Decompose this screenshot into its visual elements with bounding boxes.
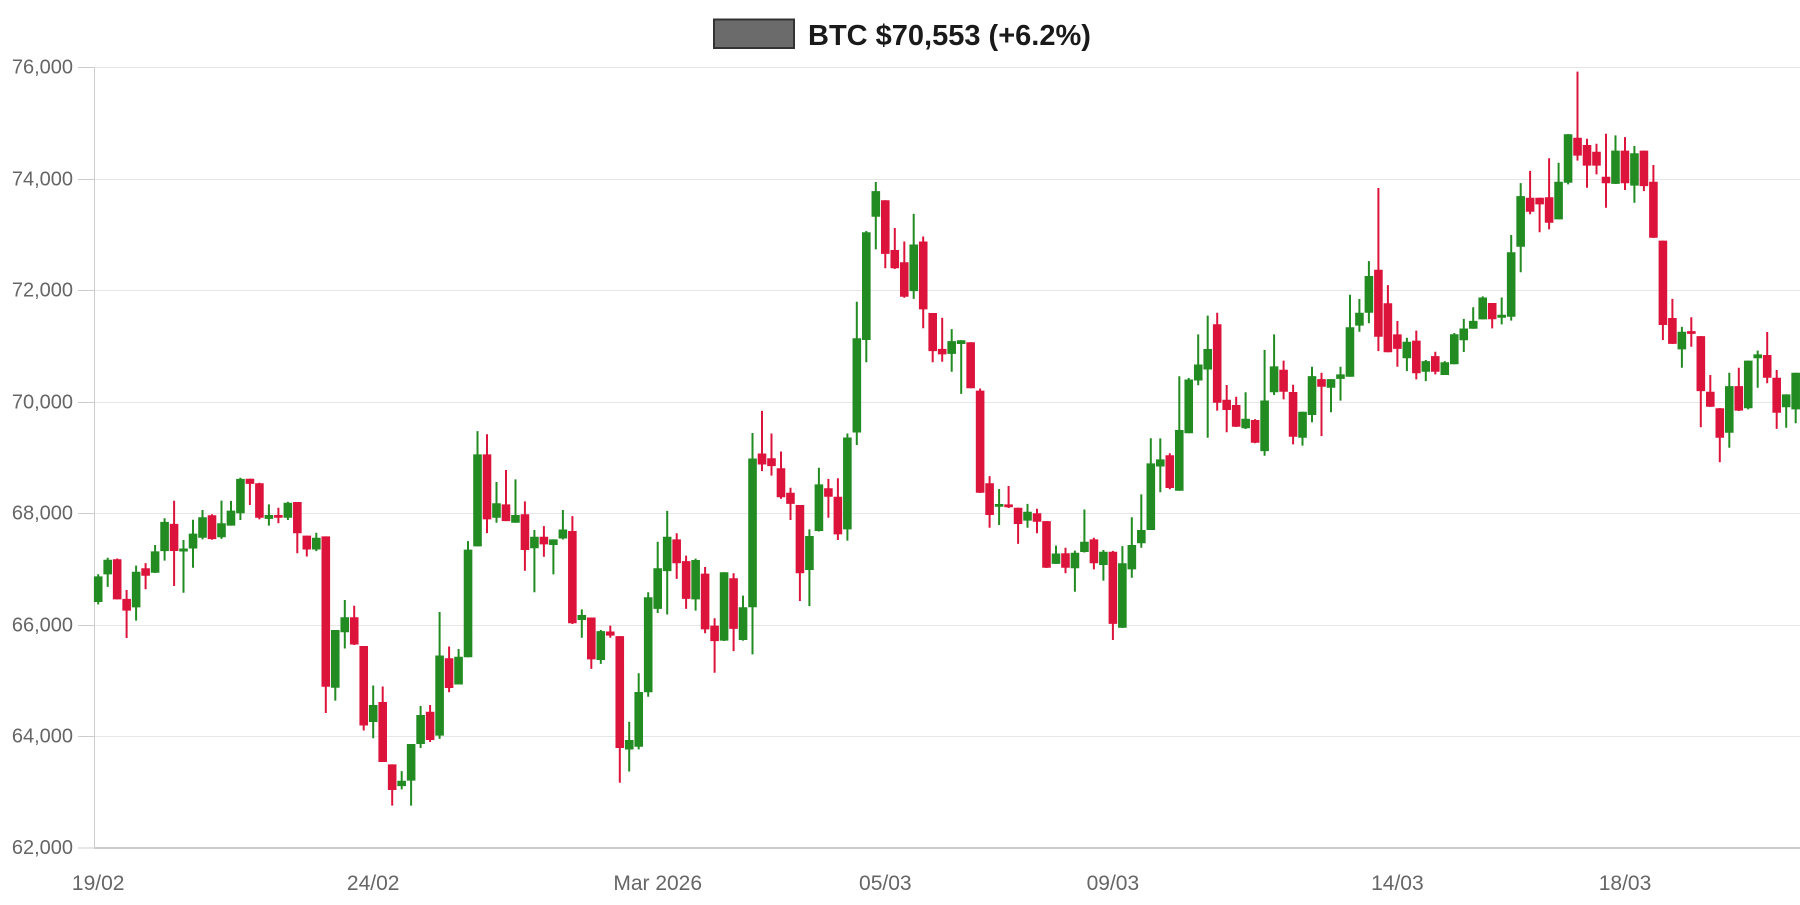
- svg-text:19/02: 19/02: [72, 872, 125, 895]
- svg-text:09/03: 09/03: [1087, 872, 1140, 895]
- svg-text:BTC $70,553 (+6.2%): BTC $70,553 (+6.2%): [808, 20, 1091, 52]
- svg-text:62,000: 62,000: [12, 837, 73, 859]
- svg-text:76,000: 76,000: [12, 57, 73, 79]
- svg-text:66,000: 66,000: [12, 615, 73, 637]
- svg-text:74,000: 74,000: [12, 169, 73, 191]
- svg-text:14/03: 14/03: [1371, 872, 1424, 895]
- svg-text:68,000: 68,000: [12, 503, 73, 525]
- svg-text:70,000: 70,000: [12, 392, 73, 414]
- svg-text:Mar 2026: Mar 2026: [613, 872, 702, 895]
- svg-text:64,000: 64,000: [12, 726, 73, 748]
- svg-text:05/03: 05/03: [859, 872, 912, 895]
- svg-text:72,000: 72,000: [12, 280, 73, 302]
- svg-text:18/03: 18/03: [1599, 872, 1652, 895]
- svg-text:24/02: 24/02: [347, 872, 400, 895]
